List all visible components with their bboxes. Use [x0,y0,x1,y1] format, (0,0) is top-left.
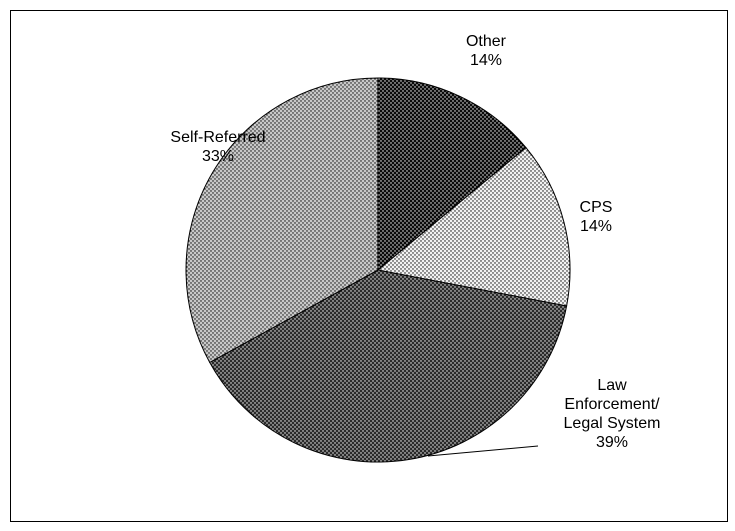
value-label: 39% [595,434,629,451]
pie-slice [376,146,571,307]
category-label: Law Enforcement/ Legal System [563,377,661,432]
pie-slice [185,77,379,364]
slice-label: CPS 14% [536,198,656,236]
leader-line [427,445,539,457]
value-label: 33% [201,148,235,165]
value-label: 14% [579,218,613,235]
slice-label: Self-Referred 33% [143,128,293,166]
category-label: CPS [579,199,613,216]
category-label: Other [465,33,506,50]
pie-slice [377,77,527,272]
category-label: Self-Referred [170,129,266,146]
value-label: 14% [469,52,503,69]
pie-slice [209,269,568,463]
slice-label: Law Enforcement/ Legal System 39% [557,376,667,452]
slice-label: Other 14% [426,32,546,70]
